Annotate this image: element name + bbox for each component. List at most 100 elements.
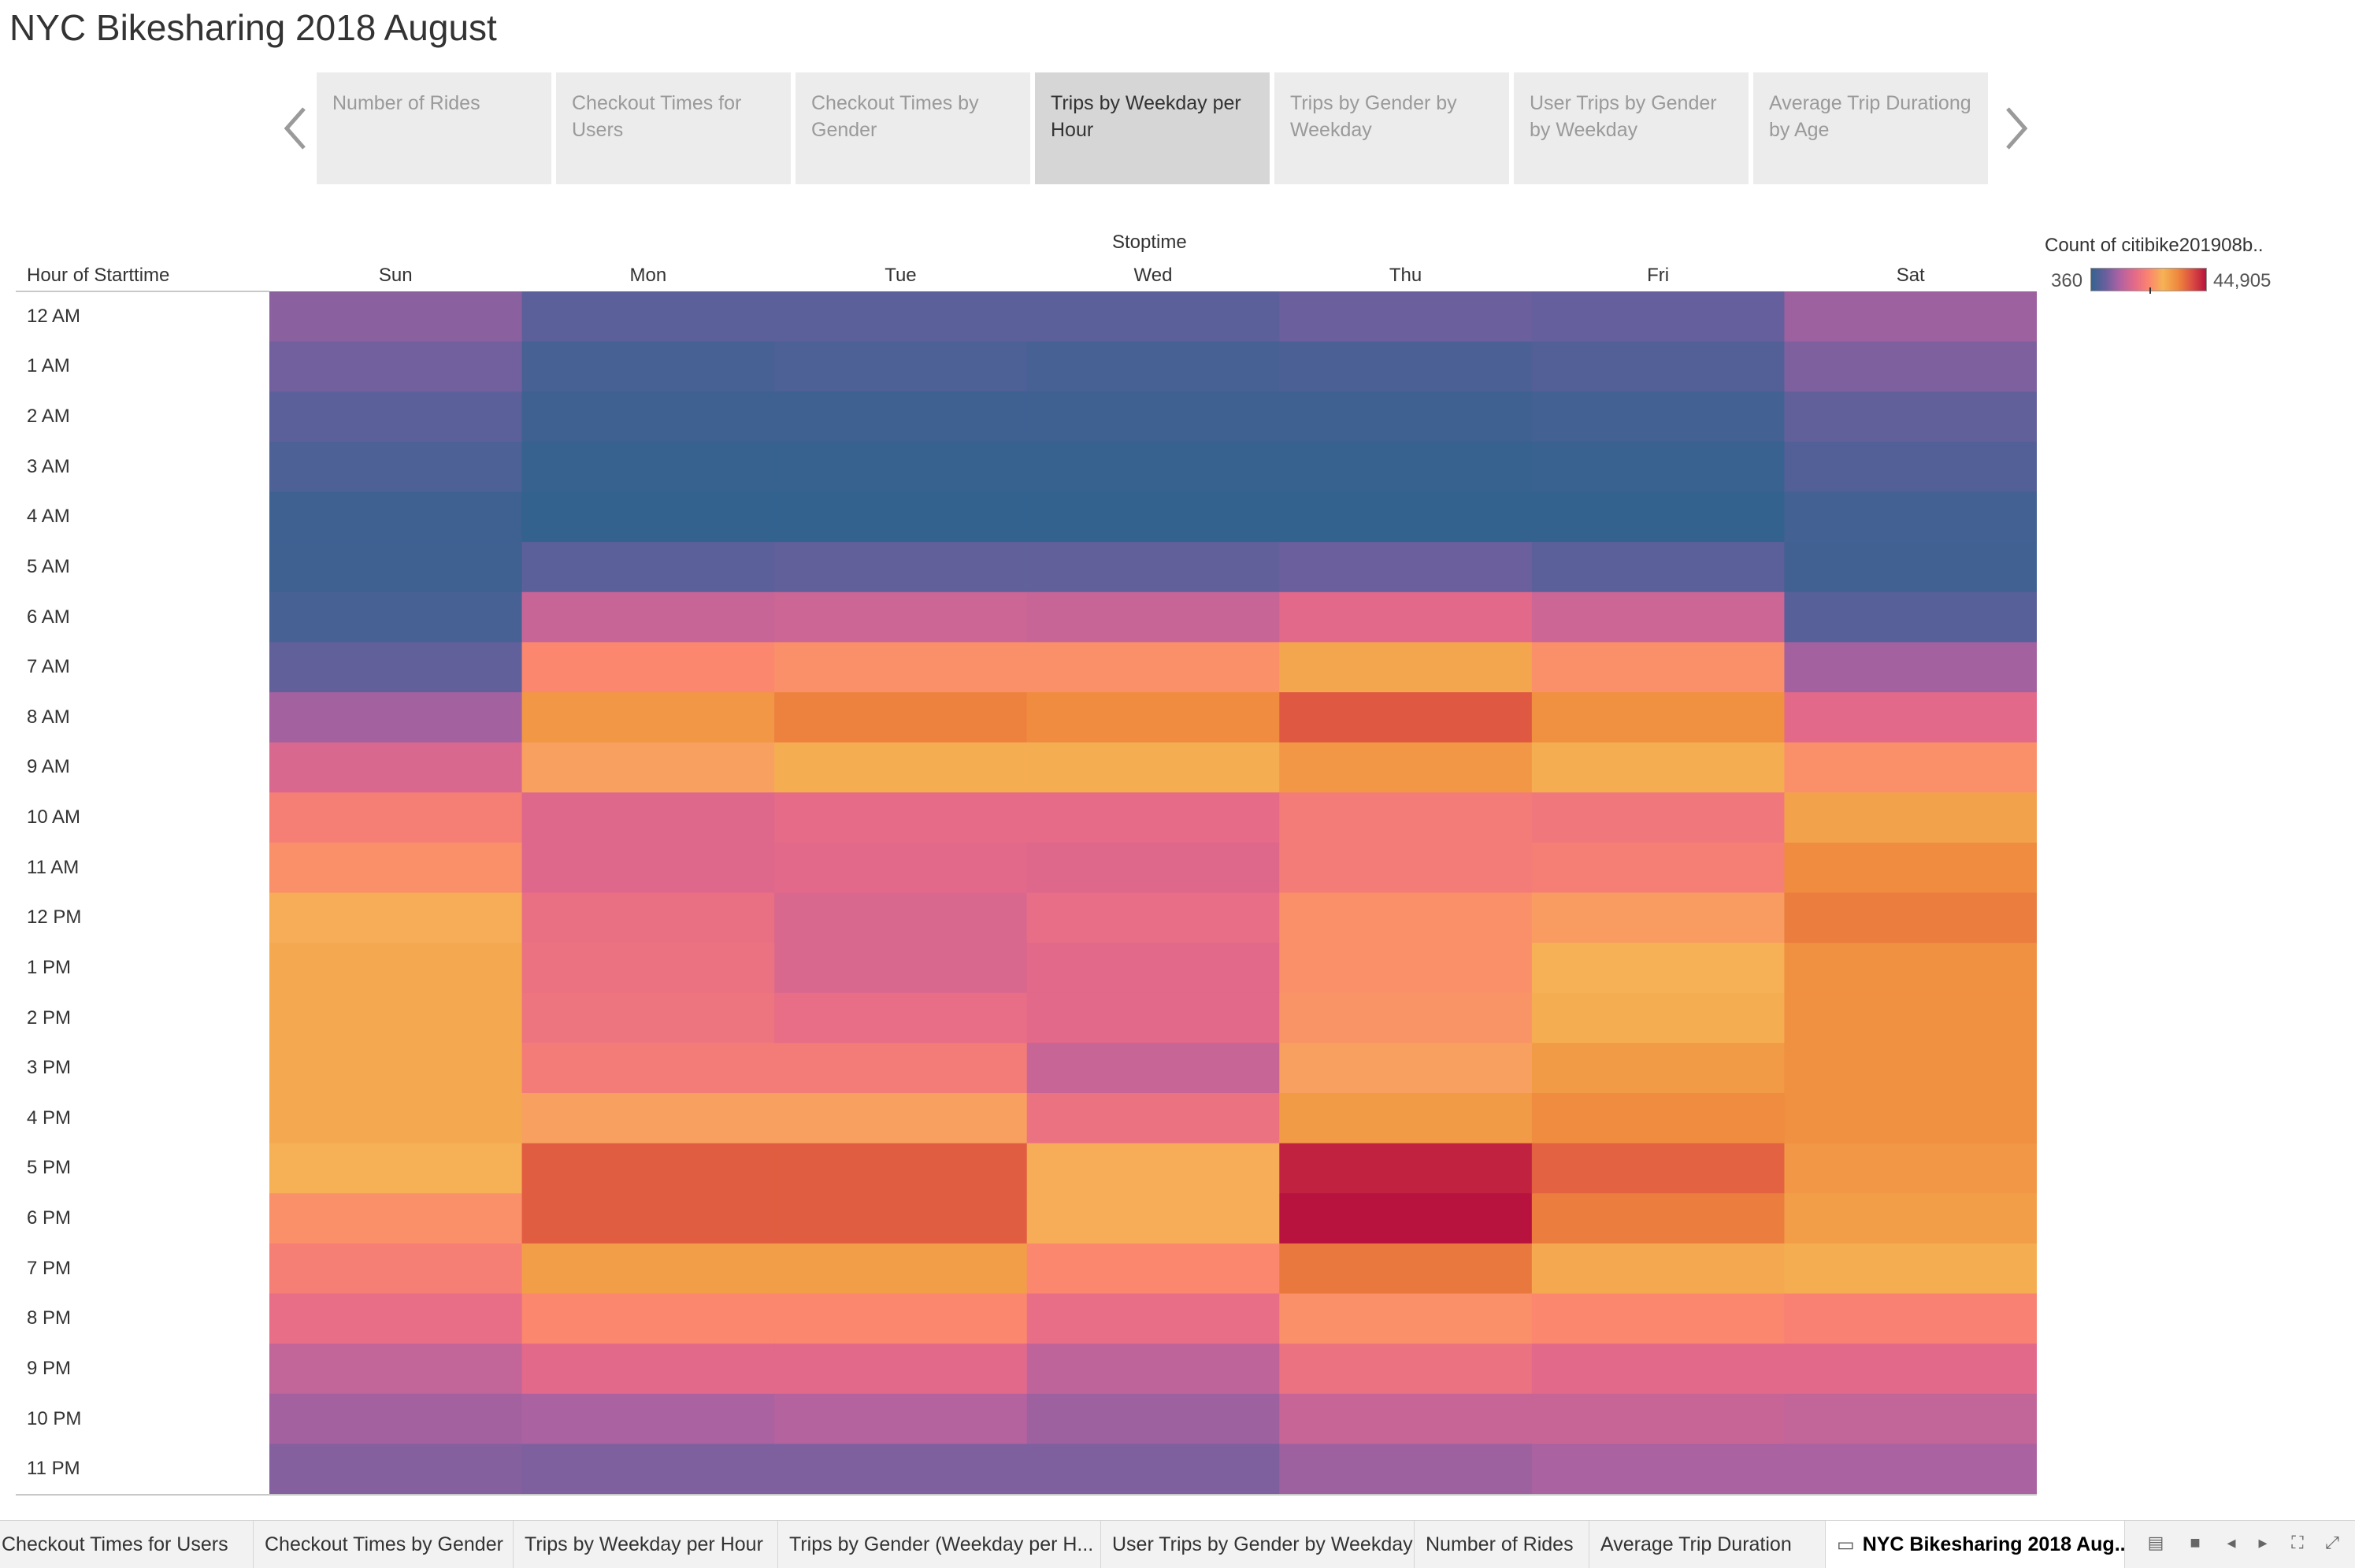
heatmap-cell-1pm-mon[interactable]	[521, 943, 775, 994]
heatmap-cell-2pm-sun[interactable]	[269, 992, 523, 1043]
heatmap-cell-9pm-sat[interactable]	[1784, 1344, 2037, 1395]
sheet-tab-6[interactable]: Number of Rides	[1415, 1521, 1589, 1568]
heatmap-cell-7pm-tue[interactable]	[774, 1243, 1028, 1295]
heatmap-cell-3pm-wed[interactable]	[1026, 1043, 1280, 1094]
heatmap-cell-10pm-tue[interactable]	[774, 1393, 1028, 1444]
heatmap-cell-12pm-wed[interactable]	[1026, 892, 1280, 943]
heatmap-cell-6pm-thu[interactable]	[1279, 1193, 1533, 1244]
heatmap-cell-11pm-thu[interactable]	[1279, 1444, 1533, 1494]
heatmap-cell-8am-fri[interactable]	[1531, 692, 1786, 743]
sheet-tab-8[interactable]: ▭ NYC Bikesharing 2018 Aug...	[1826, 1521, 2125, 1568]
heatmap-cell-9am-tue[interactable]	[774, 742, 1028, 793]
heatmap-cell-6am-fri[interactable]	[1531, 591, 1786, 643]
heatmap-cell-7pm-sun[interactable]	[269, 1243, 523, 1295]
sheet-tab-1[interactable]: Checkout Times for Users	[0, 1521, 254, 1568]
heatmap-cell-4am-mon[interactable]	[521, 491, 775, 543]
story-point-3[interactable]: Checkout Times by Gender	[796, 72, 1030, 184]
presentation-mode-icon[interactable]: ⛶	[2291, 1533, 2304, 1552]
heatmap-cell-6pm-fri[interactable]	[1531, 1193, 1786, 1244]
filmstrip-icon[interactable]: ■	[2190, 1533, 2201, 1552]
heatmap-cell-3am-wed[interactable]	[1026, 441, 1280, 493]
heatmap-cell-6am-wed[interactable]	[1026, 591, 1280, 643]
heatmap[interactable]	[269, 291, 2037, 1494]
heatmap-cell-3am-fri[interactable]	[1531, 441, 1786, 493]
heatmap-cell-6am-mon[interactable]	[521, 591, 775, 643]
heatmap-cell-12pm-tue[interactable]	[774, 892, 1028, 943]
heatmap-cell-3am-thu[interactable]	[1279, 441, 1533, 493]
story-point-6[interactable]: User Trips by Gender by Weekday	[1514, 72, 1749, 184]
heatmap-cell-7am-sun[interactable]	[269, 642, 523, 693]
heatmap-cell-10pm-sat[interactable]	[1784, 1393, 2037, 1444]
heatmap-cell-11am-thu[interactable]	[1279, 842, 1533, 894]
heatmap-cell-10am-sat[interactable]	[1784, 792, 2037, 843]
heatmap-cell-1pm-wed[interactable]	[1026, 943, 1280, 994]
heatmap-cell-8pm-mon[interactable]	[521, 1293, 775, 1344]
heatmap-cell-5am-thu[interactable]	[1279, 542, 1533, 593]
heatmap-cell-5pm-sun[interactable]	[269, 1143, 523, 1194]
heatmap-cell-6am-sat[interactable]	[1784, 591, 2037, 643]
heatmap-cell-12am-sun[interactable]	[269, 291, 523, 343]
heatmap-cell-8pm-sun[interactable]	[269, 1293, 523, 1344]
heatmap-cell-11pm-mon[interactable]	[521, 1444, 775, 1494]
heatmap-cell-1am-tue[interactable]	[774, 341, 1028, 392]
heatmap-cell-8pm-sat[interactable]	[1784, 1293, 2037, 1344]
heatmap-cell-9pm-wed[interactable]	[1026, 1344, 1280, 1395]
heatmap-cell-2am-mon[interactable]	[521, 391, 775, 443]
heatmap-cell-9pm-thu[interactable]	[1279, 1344, 1533, 1395]
heatmap-cell-12pm-sun[interactable]	[269, 892, 523, 943]
heatmap-cell-9pm-tue[interactable]	[774, 1344, 1028, 1395]
heatmap-cell-4am-sun[interactable]	[269, 491, 523, 543]
heatmap-cell-2pm-wed[interactable]	[1026, 992, 1280, 1043]
heatmap-cell-1am-mon[interactable]	[521, 341, 775, 392]
heatmap-cell-12am-mon[interactable]	[521, 291, 775, 343]
heatmap-cell-3pm-fri[interactable]	[1531, 1043, 1786, 1094]
heatmap-cell-2pm-mon[interactable]	[521, 992, 775, 1043]
heatmap-cell-12am-tue[interactable]	[774, 291, 1028, 343]
heatmap-cell-12am-fri[interactable]	[1531, 291, 1786, 343]
heatmap-cell-7am-tue[interactable]	[774, 642, 1028, 693]
heatmap-cell-3am-tue[interactable]	[774, 441, 1028, 493]
heatmap-cell-6pm-tue[interactable]	[774, 1193, 1028, 1244]
story-point-1[interactable]: Number of Rides	[317, 72, 551, 184]
heatmap-cell-4pm-sun[interactable]	[269, 1093, 523, 1144]
heatmap-cell-7pm-wed[interactable]	[1026, 1243, 1280, 1295]
heatmap-cell-1pm-sat[interactable]	[1784, 943, 2037, 994]
heatmap-cell-11pm-sun[interactable]	[269, 1444, 523, 1494]
heatmap-cell-3pm-mon[interactable]	[521, 1043, 775, 1094]
heatmap-cell-4pm-fri[interactable]	[1531, 1093, 1786, 1144]
heatmap-cell-7pm-mon[interactable]	[521, 1243, 775, 1295]
heatmap-cell-8pm-wed[interactable]	[1026, 1293, 1280, 1344]
heatmap-cell-9pm-sun[interactable]	[269, 1344, 523, 1395]
heatmap-cell-9am-wed[interactable]	[1026, 742, 1280, 793]
heatmap-cell-2pm-tue[interactable]	[774, 992, 1028, 1043]
heatmap-cell-6pm-sat[interactable]	[1784, 1193, 2037, 1244]
heatmap-cell-1pm-tue[interactable]	[774, 943, 1028, 994]
heatmap-cell-1am-thu[interactable]	[1279, 341, 1533, 392]
heatmap-cell-8am-wed[interactable]	[1026, 692, 1280, 743]
heatmap-cell-3pm-thu[interactable]	[1279, 1043, 1533, 1094]
heatmap-cell-1pm-fri[interactable]	[1531, 943, 1786, 994]
heatmap-cell-2am-sat[interactable]	[1784, 391, 2037, 443]
heatmap-cell-12pm-mon[interactable]	[521, 892, 775, 943]
heatmap-cell-11am-tue[interactable]	[774, 842, 1028, 894]
heatmap-cell-7am-fri[interactable]	[1531, 642, 1786, 693]
heatmap-cell-11pm-wed[interactable]	[1026, 1444, 1280, 1494]
heatmap-cell-2am-fri[interactable]	[1531, 391, 1786, 443]
heatmap-cell-2pm-sat[interactable]	[1784, 992, 2037, 1043]
story-point-7[interactable]: Average Trip Durationg by Age	[1753, 72, 1988, 184]
heatmap-cell-8pm-thu[interactable]	[1279, 1293, 1533, 1344]
heatmap-cell-9pm-fri[interactable]	[1531, 1344, 1786, 1395]
heatmap-cell-2am-sun[interactable]	[269, 391, 523, 443]
heatmap-cell-10am-tue[interactable]	[774, 792, 1028, 843]
heatmap-cell-5pm-fri[interactable]	[1531, 1143, 1786, 1194]
heatmap-cell-12pm-thu[interactable]	[1279, 892, 1533, 943]
heatmap-cell-12pm-sat[interactable]	[1784, 892, 2037, 943]
heatmap-cell-3pm-tue[interactable]	[774, 1043, 1028, 1094]
heatmap-cell-6pm-wed[interactable]	[1026, 1193, 1280, 1244]
next-tab-icon[interactable]: ▸	[2258, 1533, 2268, 1552]
heatmap-cell-5am-sun[interactable]	[269, 542, 523, 593]
heatmap-cell-12am-wed[interactable]	[1026, 291, 1280, 343]
heatmap-cell-9pm-mon[interactable]	[521, 1344, 775, 1395]
heatmap-cell-6pm-mon[interactable]	[521, 1193, 775, 1244]
heatmap-cell-2pm-fri[interactable]	[1531, 992, 1786, 1043]
